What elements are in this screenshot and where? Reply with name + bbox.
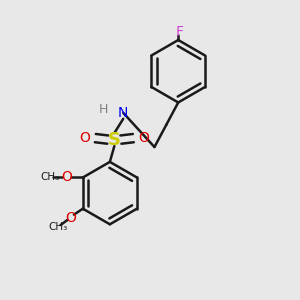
Text: S: S	[108, 130, 121, 148]
Text: N: N	[118, 106, 128, 120]
Text: CH₃: CH₃	[48, 221, 67, 232]
Text: O: O	[79, 131, 90, 145]
Text: CH₃: CH₃	[40, 172, 60, 182]
Text: H: H	[99, 103, 109, 116]
Text: O: O	[61, 170, 72, 184]
Text: F: F	[176, 25, 184, 39]
Text: O: O	[65, 211, 76, 225]
Text: O: O	[139, 131, 149, 145]
